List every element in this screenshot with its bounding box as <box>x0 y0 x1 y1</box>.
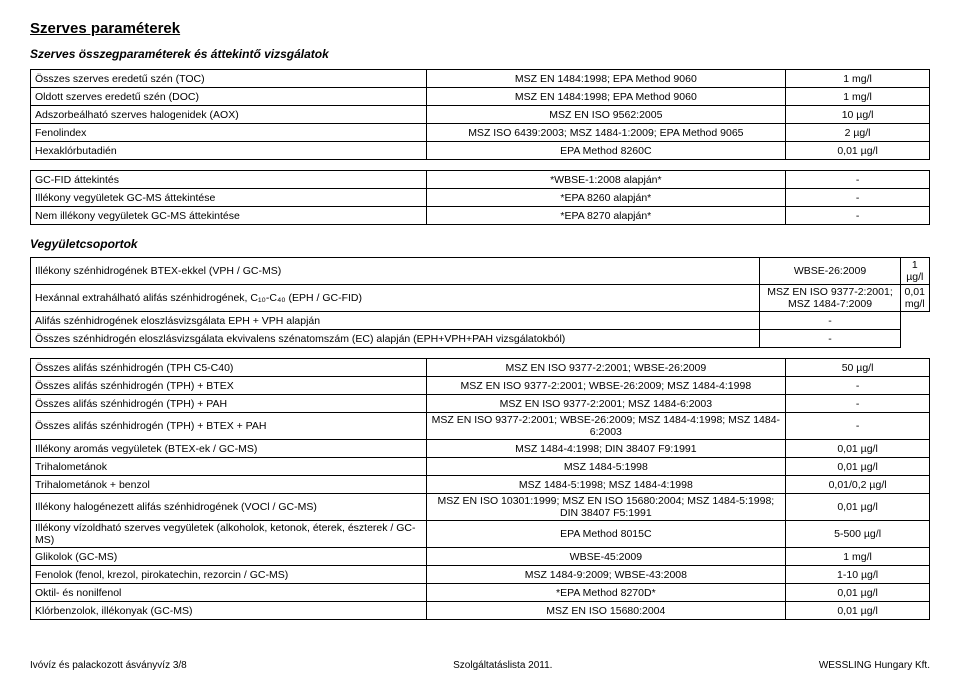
limit-cell: 0,01 mg/l <box>900 285 929 312</box>
method-cell: MSZ 1484-4:1998; DIN 38407 F9:1991 <box>426 440 786 458</box>
section-title: Vegyületcsoportok <box>30 237 930 251</box>
method-cell: EPA Method 8260C <box>426 142 786 160</box>
method-cell: EPA Method 8015C <box>426 521 786 548</box>
method-cell: WBSE-26:2009 <box>760 258 900 285</box>
param-cell: Illékony vízoldható szerves vegyületek (… <box>31 521 427 548</box>
method-cell: MSZ EN ISO 9377-2:2001; WBSE-26:2009 <box>426 359 786 377</box>
method-cell: MSZ EN ISO 9377-2:2001; WBSE-26:2009; MS… <box>426 377 786 395</box>
param-cell: Összes alifás szénhidrogén (TPH) + BTEX … <box>31 413 427 440</box>
limit-cell: 1 mg/l <box>786 88 930 106</box>
method-cell: MSZ EN 1484:1998; EPA Method 9060 <box>426 88 786 106</box>
limit-cell: - <box>760 330 900 348</box>
param-cell: Oldott szerves eredetű szén (DOC) <box>31 88 427 106</box>
limit-cell: - <box>786 377 930 395</box>
limit-cell: - <box>786 413 930 440</box>
param-cell: Összes alifás szénhidrogén (TPH) + BTEX <box>31 377 427 395</box>
param-cell: Összes szénhidrogén eloszlásvizsgálata e… <box>31 330 760 348</box>
limit-cell: 0,01 µg/l <box>786 494 930 521</box>
method-cell: MSZ ISO 6439:2003; MSZ 1484-1:2009; EPA … <box>426 124 786 142</box>
param-cell: Összes alifás szénhidrogén (TPH C5-C40) <box>31 359 427 377</box>
method-cell: MSZ EN ISO 9377-2:2001; WBSE-26:2009; MS… <box>426 413 786 440</box>
method-cell: *EPA 8260 alapján* <box>426 189 786 207</box>
method-cell: *WBSE-1:2008 alapján* <box>426 171 786 189</box>
limit-cell: 0,01 µg/l <box>786 142 930 160</box>
limit-cell: 1 mg/l <box>786 70 930 88</box>
limit-cell: - <box>786 171 930 189</box>
method-cell: *EPA Method 8270D* <box>426 584 786 602</box>
limit-cell: - <box>760 312 900 330</box>
table-3a: Illékony szénhidrogének BTEX-ekkel (VPH … <box>30 257 930 348</box>
param-cell: Illékony aromás vegyületek (BTEX-ek / GC… <box>31 440 427 458</box>
limit-cell: 5-500 µg/l <box>786 521 930 548</box>
limit-cell: 1 µg/l <box>900 258 929 285</box>
param-cell: Összes alifás szénhidrogén (TPH) + PAH <box>31 395 427 413</box>
table-1: Összes szerves eredetű szén (TOC)MSZ EN … <box>30 69 930 160</box>
param-cell: Illékony halogénezett alifás szénhidrogé… <box>31 494 427 521</box>
param-cell: Hexaklórbutadién <box>31 142 427 160</box>
limit-cell: 0,01 µg/l <box>786 440 930 458</box>
param-cell: Alifás szénhidrogének eloszlásvizsgálata… <box>31 312 760 330</box>
limit-cell: 0,01/0,2 µg/l <box>786 476 930 494</box>
footer-center: Szolgáltatáslista 2011. <box>453 660 552 671</box>
param-cell: Hexánnal extrahálható alifás szénhidrogé… <box>31 285 760 312</box>
method-cell: MSZ EN ISO 9377-2:2001; MSZ 1484-7:2009 <box>760 285 900 312</box>
method-cell: MSZ EN ISO 10301:1999; MSZ EN ISO 15680:… <box>426 494 786 521</box>
param-cell: Nem illékony vegyületek GC-MS áttekintés… <box>31 207 427 225</box>
param-cell: Fenolindex <box>31 124 427 142</box>
method-cell: MSZ EN ISO 9562:2005 <box>426 106 786 124</box>
method-cell: MSZ 1484-5:1998; MSZ 1484-4:1998 <box>426 476 786 494</box>
limit-cell: 10 µg/l <box>786 106 930 124</box>
param-cell: Adszorbeálható szerves halogenidek (AOX) <box>31 106 427 124</box>
method-cell: MSZ EN ISO 9377-2:2001; MSZ 1484-6:2003 <box>426 395 786 413</box>
table-3b: Összes alifás szénhidrogén (TPH C5-C40)M… <box>30 358 930 620</box>
param-cell: Trihalometánok + benzol <box>31 476 427 494</box>
param-cell: Oktil- és nonilfenol <box>31 584 427 602</box>
limit-cell: - <box>786 395 930 413</box>
limit-cell: 1 mg/l <box>786 548 930 566</box>
method-cell: MSZ EN 1484:1998; EPA Method 9060 <box>426 70 786 88</box>
limit-cell: 0,01 µg/l <box>786 458 930 476</box>
method-cell: MSZ EN ISO 15680:2004 <box>426 602 786 620</box>
limit-cell: - <box>786 189 930 207</box>
param-cell: Illékony vegyületek GC-MS áttekintése <box>31 189 427 207</box>
footer: Ivóvíz és palackozott ásványvíz 3/8 Szol… <box>30 660 930 671</box>
method-cell: WBSE-45:2009 <box>426 548 786 566</box>
limit-cell: 50 µg/l <box>786 359 930 377</box>
footer-left: Ivóvíz és palackozott ásványvíz 3/8 <box>30 660 187 671</box>
method-cell: *EPA 8270 alapján* <box>426 207 786 225</box>
param-cell: Fenolok (fenol, krezol, pirokatechin, re… <box>31 566 427 584</box>
param-cell: Klórbenzolok, illékonyak (GC-MS) <box>31 602 427 620</box>
sub-title: Szerves összegparaméterek és áttekintő v… <box>30 47 930 61</box>
method-cell: MSZ 1484-5:1998 <box>426 458 786 476</box>
main-title: Szerves paraméterek <box>30 20 930 37</box>
param-cell: GC-FID áttekintés <box>31 171 427 189</box>
limit-cell: 2 µg/l <box>786 124 930 142</box>
table-2: GC-FID áttekintés*WBSE-1:2008 alapján*- I… <box>30 170 930 225</box>
limit-cell: - <box>786 207 930 225</box>
limit-cell: 0,01 µg/l <box>786 584 930 602</box>
param-cell: Glikolok (GC-MS) <box>31 548 427 566</box>
param-cell: Összes szerves eredetű szén (TOC) <box>31 70 427 88</box>
limit-cell: 1-10 µg/l <box>786 566 930 584</box>
method-cell: MSZ 1484-9:2009; WBSE-43:2008 <box>426 566 786 584</box>
param-cell: Illékony szénhidrogének BTEX-ekkel (VPH … <box>31 258 760 285</box>
footer-right: WESSLING Hungary Kft. <box>819 660 930 671</box>
param-cell: Trihalometánok <box>31 458 427 476</box>
limit-cell: 0,01 µg/l <box>786 602 930 620</box>
